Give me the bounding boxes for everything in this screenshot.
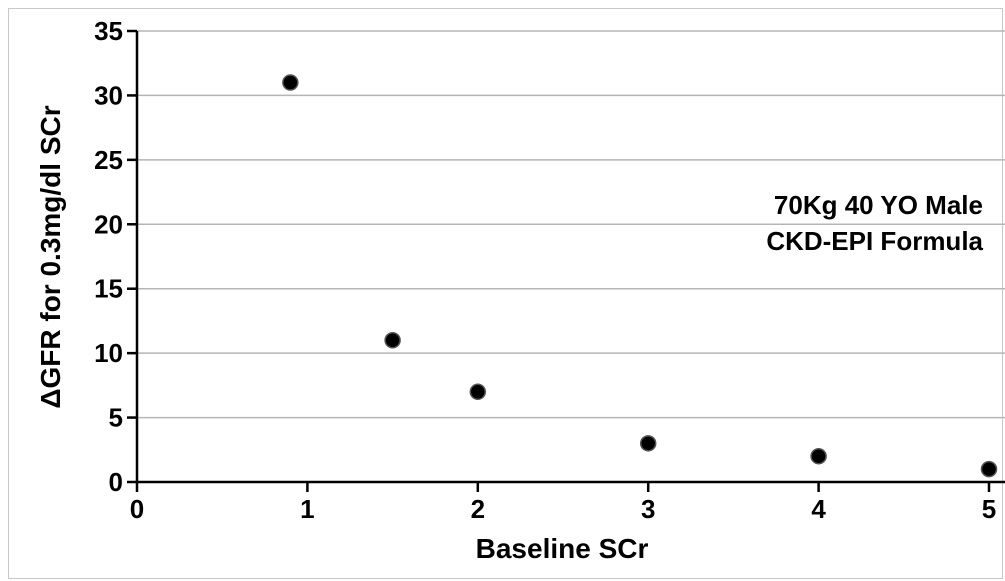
y-tick-label: 15: [94, 274, 123, 304]
y-tick-label: 5: [109, 403, 123, 433]
chart-frame: [8, 8, 1003, 579]
data-point: [469, 383, 487, 401]
data-point: [639, 435, 657, 452]
y-tick-label: 20: [94, 209, 123, 239]
y-ticks: 0 5 10 15 20 25 30 35: [94, 16, 137, 497]
annotation-line-2: CKD-EPI Formula: [766, 226, 983, 256]
axes: [135, 31, 1005, 484]
y-tick-label: 25: [94, 145, 123, 175]
data-point: [810, 447, 827, 465]
y-tick-label: 10: [94, 338, 123, 368]
x-tick-label: 2: [471, 494, 485, 524]
x-tick-label: 3: [641, 494, 655, 524]
data-point: [282, 74, 299, 91]
annotation-line-1: 70Kg 40 YO Male: [774, 190, 983, 220]
x-tick-label: 1: [300, 494, 314, 524]
data-points: [282, 74, 998, 478]
x-axis-title: Baseline SCr: [476, 533, 649, 564]
data-point: [384, 332, 401, 349]
x-ticks: 0 1 2 3 4 5: [130, 482, 996, 524]
x-tick-label: 5: [982, 494, 996, 524]
data-point: [980, 460, 998, 478]
y-tick-label: 30: [94, 80, 123, 110]
y-tick-label: 35: [94, 16, 123, 46]
y-axis-title: ΔGFR for 0.3mg/dl SCr: [35, 105, 66, 408]
y-tick-label: 0: [109, 467, 123, 497]
gridlines: [137, 30, 1005, 419]
x-tick-label: 0: [130, 494, 144, 524]
x-tick-label: 4: [811, 494, 826, 524]
